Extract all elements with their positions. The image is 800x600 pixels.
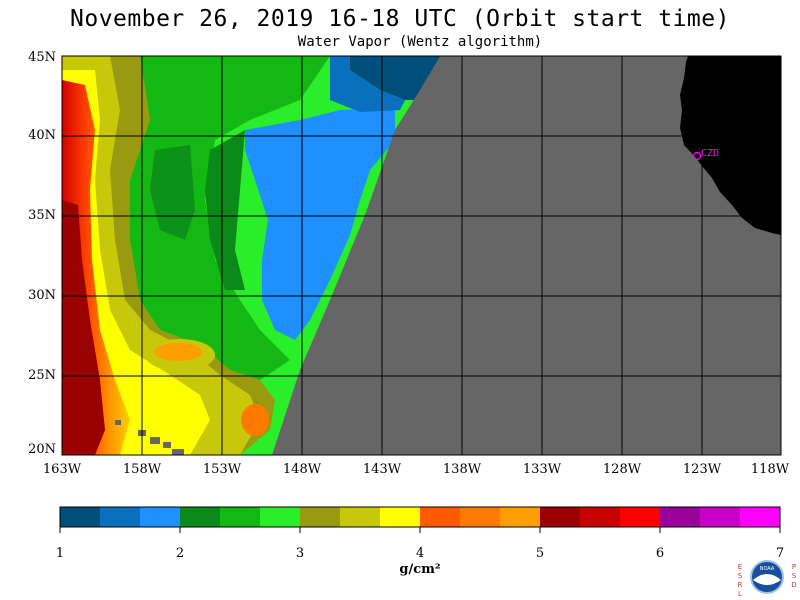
colorbar-swatch: [580, 507, 621, 527]
colorbar-tick-6: 6: [655, 546, 665, 561]
colorbar-tick-7: 7: [775, 546, 785, 561]
colorbar-swatch: [700, 507, 741, 527]
colorbar-swatch: [180, 507, 221, 527]
svg-text:NOAA: NOAA: [760, 566, 775, 572]
colorbar-swatch: [540, 507, 581, 527]
svg-text:R: R: [738, 581, 743, 589]
station-icon: [692, 151, 702, 161]
colorbar-swatch: [460, 507, 501, 527]
lat-label-20n: 20N: [28, 442, 56, 457]
moist-blob-inner: [154, 343, 202, 361]
station-label: CZD: [701, 148, 719, 159]
station-marker-czd: CZD: [692, 148, 719, 161]
colorbar-tick-4: 4: [415, 546, 425, 561]
swath-blue: [245, 108, 395, 340]
svg-text:E: E: [738, 563, 742, 571]
colorbar-tick-5: 5: [535, 546, 545, 561]
colorbar-swatch: [420, 507, 461, 527]
moist-blob-east: [241, 404, 269, 436]
colorbar-swatch: [660, 507, 701, 527]
map-subtitle: Water Vapor (Wentz algorithm): [297, 34, 543, 50]
lat-lon-grid: [61, 55, 782, 456]
lon-label-153w: 153W: [202, 462, 242, 477]
colorbar-swatch: [740, 507, 781, 527]
lon-label-148w: 148W: [282, 462, 322, 477]
swath-red-dark: [62, 200, 105, 455]
colorbar: [59, 506, 781, 533]
lon-label-138w: 138W: [442, 462, 482, 477]
swath-blue-dark: [350, 56, 440, 100]
colorbar-swatch: [140, 507, 181, 527]
lon-label-133w: 133W: [522, 462, 562, 477]
map-field: [62, 56, 781, 455]
lon-label-128w: 128W: [602, 462, 642, 477]
colorbar-swatch: [380, 507, 421, 527]
colorbar-swatch: [100, 507, 141, 527]
lat-label-25n: 25N: [28, 368, 56, 383]
lat-label-30n: 30N: [28, 288, 56, 303]
colorbar-swatch: [500, 507, 541, 527]
no-data-region: [272, 56, 781, 455]
lat-label-35n: 35N: [28, 208, 56, 223]
colorbar-units: g/cm²: [399, 562, 441, 577]
colorbar-swatch: [220, 507, 261, 527]
colorbar-tick-1: 1: [55, 546, 65, 561]
svg-text:D: D: [791, 581, 796, 589]
colorbar-swatch: [340, 507, 381, 527]
lon-label-158w: 158W: [122, 462, 162, 477]
lat-label-40n: 40N: [28, 128, 56, 143]
map-title: November 26, 2019 16-18 UTC (Orbit start…: [70, 6, 730, 32]
svg-text:S: S: [792, 572, 797, 580]
colorbar-tick-2: 2: [175, 546, 185, 561]
lon-label-123w: 123W: [682, 462, 722, 477]
svg-text:S: S: [738, 572, 743, 580]
svg-text:L: L: [738, 590, 742, 598]
svg-text:P: P: [792, 563, 796, 571]
lon-label-163w: 163W: [42, 462, 82, 477]
lon-label-143w: 143W: [362, 462, 402, 477]
swath-green-dark: [205, 130, 245, 290]
lat-label-45n: 45N: [28, 50, 56, 65]
noaa-esrl-psd-logo: E S R L NOAA P S D: [738, 560, 797, 598]
lon-label-118w: 118W: [750, 462, 790, 477]
us-west-coast-land: [680, 56, 781, 235]
colorbar-swatch: [260, 507, 301, 527]
colorbar-swatch: [60, 507, 101, 527]
swath-green-mid: [130, 56, 330, 380]
colorbar-swatch: [620, 507, 661, 527]
colorbar-swatch: [300, 507, 341, 527]
swath-blue-mid: [330, 56, 405, 112]
colorbar-tick-3: 3: [295, 546, 305, 561]
